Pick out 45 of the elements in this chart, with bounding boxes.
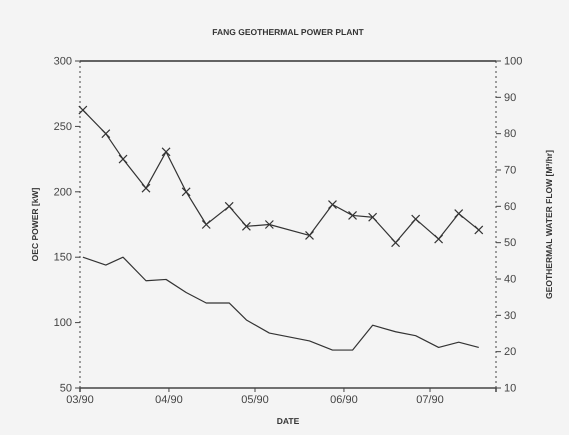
y2-tick-label: 80 <box>504 128 516 140</box>
point <box>161 147 171 156</box>
y-tick-label: 250 <box>54 120 72 133</box>
point <box>434 234 444 244</box>
point <box>304 230 314 240</box>
x-tick-label: 04/90 <box>155 394 183 406</box>
y2-tick-label: 20 <box>504 346 516 358</box>
x-tick-label: 07/90 <box>416 394 444 406</box>
y-axis-title: OEC POWER [kW] <box>30 188 40 262</box>
y-tick-label: 300 <box>54 56 72 68</box>
y-tick-label: 50 <box>60 382 72 395</box>
point <box>390 238 400 248</box>
point <box>368 212 378 222</box>
point <box>182 187 191 196</box>
y2-axis-title: GEOTHERMAL WATER FLOW [M³/hr] <box>544 150 554 299</box>
y-tick-label: 150 <box>54 252 72 264</box>
chart-title: FANG GEOTHERMAL POWER PLANT <box>212 27 365 37</box>
y-tick-label: 200 <box>54 186 72 198</box>
point <box>454 209 464 218</box>
x-axis-title: DATE <box>276 416 300 426</box>
point <box>242 222 251 231</box>
y2-tick-label: 60 <box>504 200 516 213</box>
x-tick-label: 05/90 <box>241 394 269 406</box>
point <box>78 105 88 115</box>
point <box>141 184 151 193</box>
y2-tick-label: 10 <box>504 382 516 395</box>
point <box>328 200 338 210</box>
point <box>474 225 484 235</box>
point <box>264 220 274 230</box>
point <box>411 214 420 224</box>
x-tick-label: 06/90 <box>330 394 358 406</box>
point <box>202 220 211 230</box>
y2-tick-label: 70 <box>504 164 516 177</box>
y2-tick-label: 30 <box>504 310 516 322</box>
point <box>224 202 234 211</box>
y2-tick-label: 100 <box>504 56 522 68</box>
y2-tick-label: 90 <box>504 92 516 104</box>
point <box>348 210 358 220</box>
y-tick-label: 100 <box>54 317 72 330</box>
point <box>118 154 128 164</box>
y2-tick-label: 40 <box>504 274 516 286</box>
line-series <box>82 256 480 351</box>
y2-tick-label: 50 <box>504 237 516 250</box>
point <box>101 129 110 138</box>
x-tick-label: 03/90 <box>66 394 94 406</box>
